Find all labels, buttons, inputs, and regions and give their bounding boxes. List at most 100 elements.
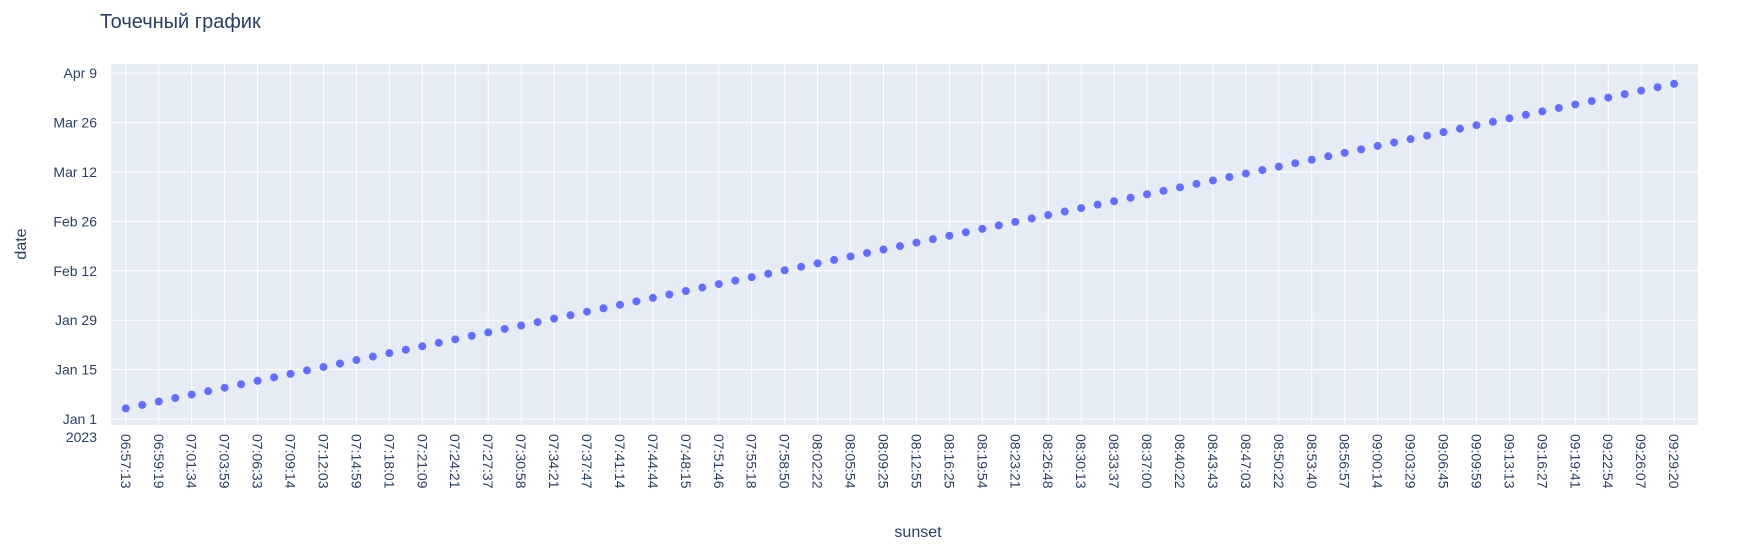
x-axis-ticks: 06:57:13 06:59:19 07:01:34 07:03:59 07:06:33… [118,434,1682,489]
scatter-point [1488,117,1497,126]
x-tick-label: 09:22:54 [1600,434,1616,489]
scatter-point [830,255,839,264]
scatter-point [780,266,789,275]
scatter-point [566,311,575,320]
scatter-point [1455,124,1464,133]
x-tick-label: 06:59:19 [151,434,167,489]
x-tick-label: 08:23:21 [1007,434,1023,489]
scatter-point [385,349,394,358]
x-tick-label: 08:02:22 [810,434,826,489]
x-tick-label: 07:24:21 [447,434,463,489]
scatter-point [1357,145,1366,154]
x-tick-label: 07:14:59 [348,434,364,489]
scatter-point [1390,138,1399,147]
x-tick-label: 09:09:59 [1468,434,1484,489]
x-tick-label: 09:03:29 [1403,434,1419,489]
scatter-point [1093,200,1102,209]
scatter-point [1175,183,1184,192]
scatter-point [1637,86,1646,95]
x-tick-label: 08:47:03 [1238,434,1254,489]
scatter-point [253,376,262,385]
x-tick-label: 09:29:20 [1666,434,1682,489]
scatter-point [500,324,509,333]
scatter-point [1423,131,1432,140]
scatter-point [418,342,427,351]
scatter-point [698,283,707,292]
scatter-point [1110,197,1119,206]
x-tick-label: 07:41:14 [612,434,628,489]
y-tick-label: Jan 29 [55,312,97,328]
scatter-point [1044,211,1053,220]
scatter-point [270,373,279,382]
scatter-point [912,238,921,247]
scatter-point [928,235,937,244]
scatter-point [1587,97,1596,106]
scatter-point [154,397,163,406]
scatter-point [1554,103,1563,112]
x-tick-label: 07:37:47 [579,434,595,489]
scatter-point [1011,217,1020,226]
scatter-point [1126,193,1135,202]
x-tick-label: 08:16:25 [941,434,957,489]
x-tick-label: 08:19:54 [974,434,990,489]
x-tick-label: 08:56:57 [1337,434,1353,489]
scatter-point [1505,114,1514,123]
x-tick-label: 09:13:13 [1501,434,1517,489]
scatter-point [1571,100,1580,109]
x-tick-label: 07:27:37 [480,434,496,489]
scatter-point [813,259,822,268]
scatter-point [978,224,987,233]
scatter-points [121,79,1679,413]
scatter-point [550,314,559,323]
scatter-point [1143,190,1152,199]
x-tick-label: 07:51:46 [711,434,727,489]
x-tick-label: 07:21:09 [414,434,430,489]
scatter-point [1208,176,1217,185]
scatter-point [1340,148,1349,157]
scatter-point [747,273,756,282]
plot-area [111,64,1698,425]
scatter-point [945,231,954,240]
scatter-point [895,242,904,251]
scatter-point [1439,128,1448,137]
x-tick-label: 07:01:34 [184,434,200,489]
scatter-point [1192,179,1201,188]
x-tick-label: 09:16:27 [1534,434,1550,489]
scatter-point [1307,155,1316,164]
y-tick-label: Mar 26 [53,115,97,131]
scatter-point [648,293,657,302]
x-tick-label: 07:55:18 [744,434,760,489]
y-tick-label: Mar 12 [53,164,97,180]
x-tick-label: 09:19:41 [1567,434,1583,489]
scatter-point [1373,141,1382,150]
scatter-point [714,280,723,289]
scatter-point [863,248,872,257]
scatter-point [797,262,806,271]
x-tick-label: 07:48:15 [678,434,694,489]
scatter-point [434,338,443,347]
scatter-point [764,269,773,278]
scatter-point [1406,135,1415,144]
scatter-point [319,362,328,371]
x-tick-label: 07:12:03 [315,434,331,489]
scatter-point [1604,93,1613,102]
scatter-point [1653,83,1662,92]
x-tick-label: 08:12:55 [908,434,924,489]
scatter-point [237,380,246,389]
y-tick-label: Jan 15 [55,362,97,378]
scatter-point [1620,90,1629,99]
x-tick-label: 07:09:14 [283,434,299,489]
x-tick-label: 08:37:00 [1139,434,1155,489]
y-tick-label: Feb 26 [53,213,97,229]
scatter-point [879,245,888,254]
y-tick-label: Apr 9 [64,65,98,81]
scatter-point [1472,121,1481,130]
scatter-point [1324,152,1333,161]
scatter-point [335,359,344,368]
x-tick-label: 08:40:22 [1172,434,1188,489]
x-tick-label: 07:18:01 [381,434,397,489]
scatter-point [484,328,493,337]
scatter-point [599,304,608,313]
x-tick-label: 07:03:59 [217,434,233,489]
